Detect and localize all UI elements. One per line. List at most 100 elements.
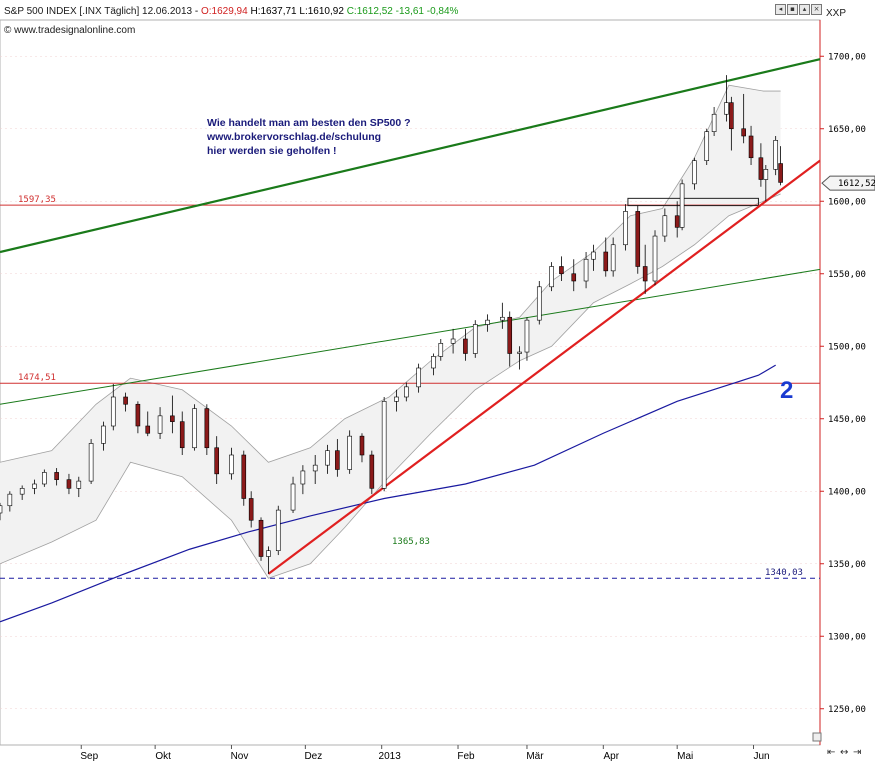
candle-body — [204, 408, 210, 449]
level-label: 1474,51 — [18, 373, 56, 383]
scroll-left-icon[interactable]: ⇤ — [827, 747, 835, 758]
candle-body — [54, 472, 59, 480]
candle-body — [758, 157, 764, 180]
candle-body — [778, 163, 783, 183]
x-tick-label: Okt — [155, 751, 171, 762]
candle-body — [438, 343, 444, 357]
time-axis: Sep Okt Nov Dez 2013 Feb Mär Apr Mai Jun — [80, 745, 770, 762]
y-tick-label: 1600,00 — [828, 197, 866, 207]
x-tick-label: Mai — [677, 751, 693, 762]
y-tick-label: 1350,00 — [828, 560, 866, 570]
last-price-tag: 1612,52 — [821, 175, 875, 191]
header-low: L:1610,92 — [299, 6, 344, 17]
scroll-both-icon[interactable]: ↔ — [840, 747, 848, 758]
candle-body — [517, 351, 522, 354]
bollinger-upper — [0, 84, 781, 463]
candle-body — [610, 244, 616, 272]
header-change: -13,61 — [396, 6, 425, 17]
axis-mode-label: XXP — [826, 8, 846, 19]
candle-body — [88, 443, 94, 482]
candle-body — [603, 251, 609, 272]
candle-body — [416, 367, 421, 388]
candle-body — [524, 319, 530, 353]
candle-body — [359, 435, 365, 456]
header-legend: S&P 500 INDEX [.INX Täglich] 12.06.2013 … — [4, 6, 459, 17]
candle-body — [394, 396, 399, 402]
candle-body — [662, 215, 668, 237]
candle-body — [773, 140, 778, 170]
level-label: 1340,03 — [765, 568, 803, 578]
candle-body — [704, 131, 710, 161]
candle-body — [179, 421, 185, 449]
candle-body — [381, 401, 387, 489]
scroll-right-icon[interactable]: ⇥ — [853, 747, 861, 758]
minimize-icon[interactable]: ◂ — [775, 4, 786, 15]
x-tick-label: 2013 — [379, 751, 402, 762]
resistance-box — [627, 197, 759, 207]
candle-body — [214, 447, 219, 475]
last-price-tag-shape — [821, 175, 875, 191]
candle-body — [123, 396, 128, 405]
price-axis: 1250,00 1300,00 1350,00 1400,00 1450,00 1500,… — [820, 52, 866, 715]
header-instrument: S&P 500 INDEX [.INX Täglich] 12.06.2013 — [4, 6, 193, 17]
x-tick-label: Dez — [304, 751, 322, 762]
candle-body — [7, 493, 13, 507]
y-tick-label: 1500,00 — [828, 342, 866, 352]
annotation-line-3: hier werden sie geholfen ! — [207, 145, 337, 157]
candle-body — [32, 483, 37, 489]
candle-body — [507, 316, 513, 354]
candle-body — [241, 454, 247, 499]
y-tick-label: 1700,00 — [828, 52, 866, 62]
y-tick-label: 1400,00 — [828, 487, 866, 497]
header-close: C:1612,52 — [347, 6, 394, 17]
restore-icon[interactable]: ▪ — [787, 4, 798, 15]
trendline — [267, 159, 821, 575]
candle-body — [536, 286, 542, 321]
x-tick-label: Jun — [753, 751, 769, 762]
candle-body — [229, 454, 234, 475]
candle-body — [549, 266, 554, 288]
trendlines — [0, 58, 821, 623]
candle-body — [623, 211, 628, 246]
maximize-icon[interactable]: ▴ — [799, 4, 810, 15]
candle-body — [290, 483, 296, 511]
x-tick-label: Apr — [604, 751, 620, 762]
annotation-line-1: Wie handelt man am besten den SP500 ? — [207, 117, 411, 129]
y-tick-label: 1650,00 — [828, 125, 866, 135]
candle-body — [431, 356, 436, 369]
y-tick-label: 1550,00 — [828, 270, 866, 280]
candle-body — [248, 498, 254, 521]
candle-body — [741, 128, 746, 137]
header-high: H:1637,71 — [250, 6, 297, 17]
close-icon[interactable]: × — [811, 4, 822, 15]
candle-body — [763, 169, 769, 180]
candle-body — [300, 470, 306, 485]
candle-body — [450, 338, 456, 344]
candle-body — [724, 102, 729, 115]
candle-body — [170, 415, 175, 422]
y-tick-label: 1450,00 — [828, 415, 866, 425]
candle-body — [472, 324, 478, 354]
low-label: 1365,83 — [392, 537, 430, 547]
y-tick-label: 1300,00 — [828, 632, 866, 642]
candle-body — [110, 396, 116, 427]
candle-body — [748, 135, 754, 159]
candle-body — [583, 258, 589, 282]
candle-body — [404, 386, 409, 398]
candle-body — [729, 102, 734, 130]
trendline — [0, 58, 821, 254]
annotation-line-2: www.brokervorschlag.de/schulung — [206, 131, 381, 143]
gridlines — [0, 55, 820, 710]
wave-marker: 2 — [780, 377, 793, 404]
resize-grip-icon[interactable] — [812, 732, 822, 742]
candle-body — [635, 211, 641, 267]
candle-body — [692, 160, 697, 185]
y-tick-label: 1250,00 — [828, 705, 866, 715]
candle-body — [679, 183, 685, 228]
candle-body — [157, 415, 163, 434]
candle-body — [652, 235, 658, 282]
candle-body — [325, 450, 330, 466]
candle-body — [258, 519, 264, 557]
candle-body — [559, 266, 564, 275]
